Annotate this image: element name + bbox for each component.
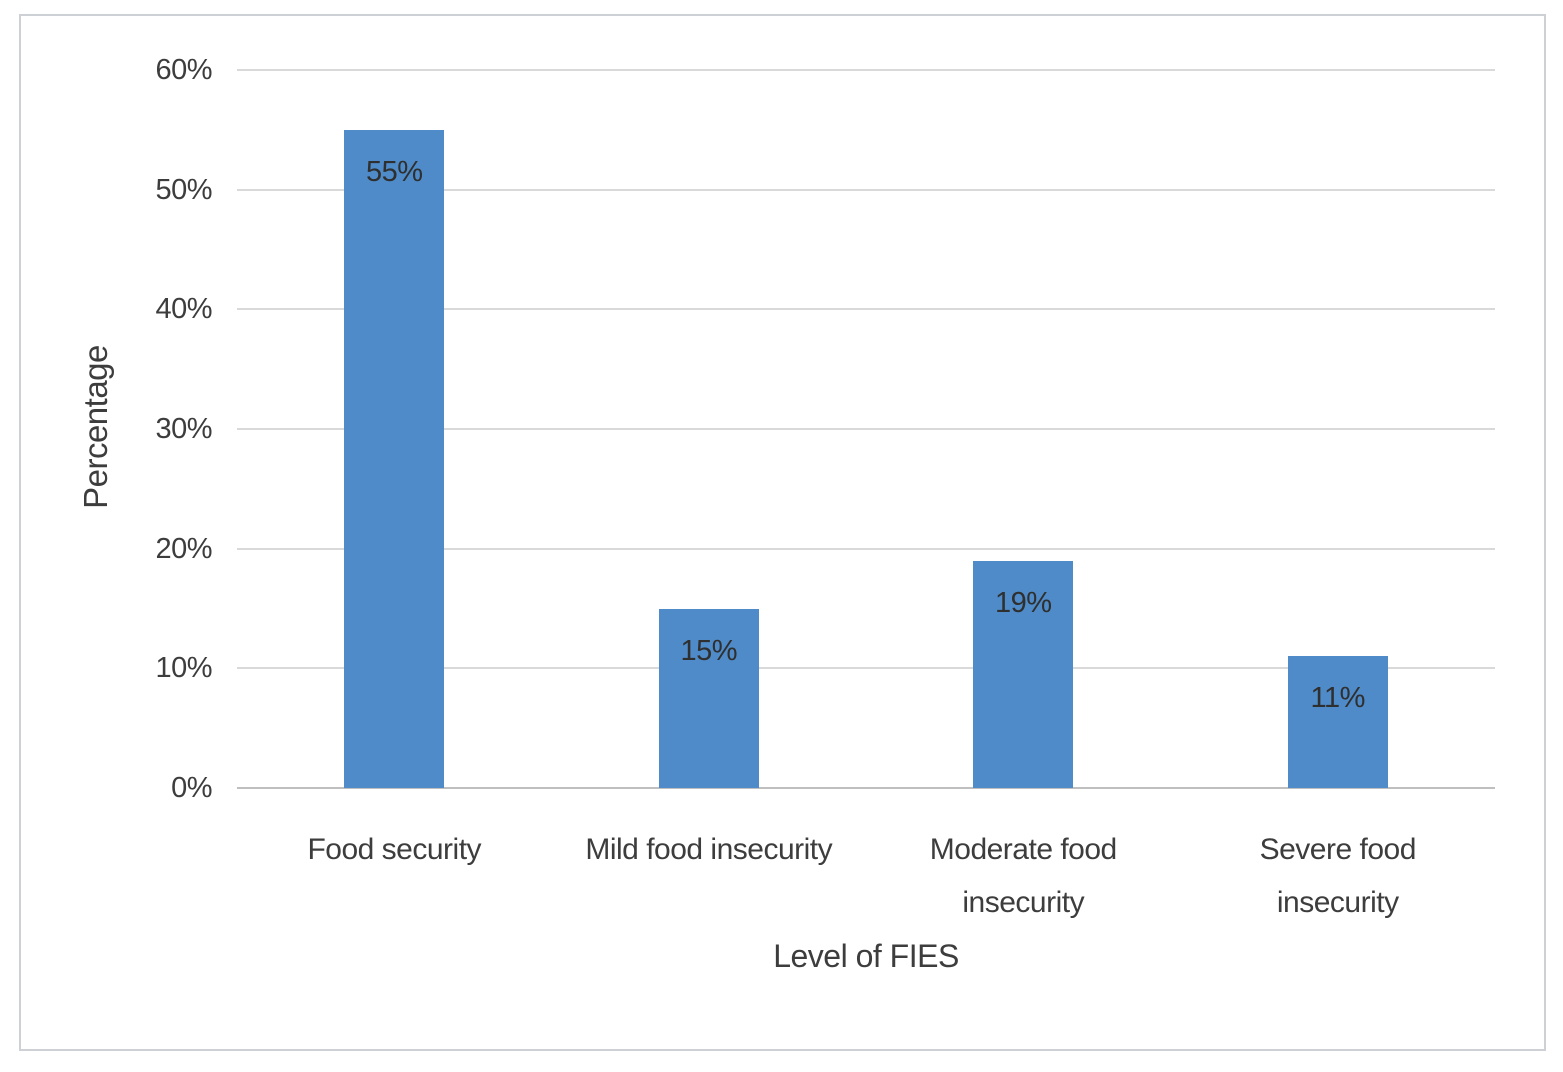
gridline — [237, 308, 1495, 311]
bar-value-label: 11% — [1310, 682, 1366, 715]
x-category-label-line: Mild food insecurity — [585, 833, 833, 866]
bar: 19% — [973, 560, 1074, 788]
gridline — [237, 547, 1495, 550]
x-axis-line — [237, 787, 1495, 789]
gridline — [237, 428, 1495, 430]
y-tick-label: 10% — [155, 652, 212, 685]
y-tick-label: 20% — [155, 532, 212, 565]
bar: 15% — [658, 608, 759, 788]
gridline — [237, 69, 1495, 71]
bar: 55% — [344, 129, 445, 788]
gridline — [237, 188, 1495, 191]
bar-value-label: 15% — [680, 634, 738, 667]
x-category-label: Severe food insecurity — [1178, 823, 1498, 929]
x-category-label-line: insecurity — [962, 886, 1085, 919]
y-tick-label: 40% — [155, 293, 212, 326]
gridline — [237, 667, 1495, 670]
y-axis-title: Percentage — [77, 345, 114, 509]
bar-value-label: 19% — [994, 586, 1052, 619]
y-tick-label: 0% — [171, 772, 212, 804]
x-category-label: Moderate food insecurity — [863, 823, 1183, 929]
x-category-label-line: Moderate food — [929, 833, 1117, 866]
x-category-label-line: Severe food — [1259, 833, 1417, 866]
y-tick-label: 50% — [155, 173, 212, 206]
x-category-label-line: insecurity — [1276, 886, 1399, 919]
x-category-label: Food security — [234, 823, 554, 876]
y-tick-label: 60% — [155, 54, 212, 86]
x-category-label-line: Food security — [307, 833, 482, 866]
chart-frame — [19, 14, 1546, 1051]
x-category-label: Mild food insecurity — [549, 823, 869, 876]
y-tick-label: 30% — [155, 413, 212, 445]
x-axis-title: Level of FIES — [773, 938, 959, 974]
bar-value-label: 55% — [365, 155, 423, 188]
bar: 11% — [1287, 656, 1388, 788]
